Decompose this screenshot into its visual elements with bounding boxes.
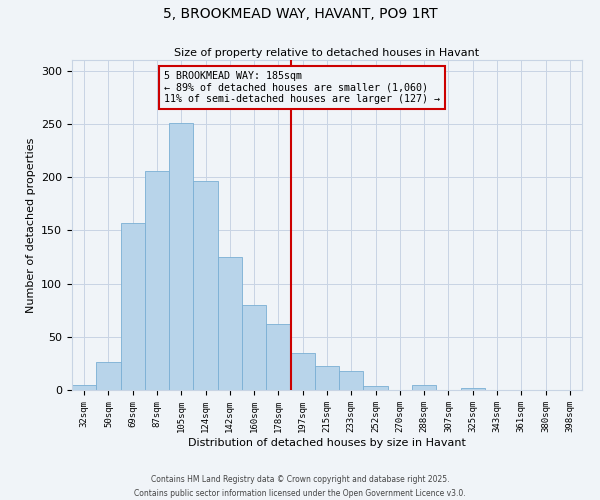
Bar	[315, 366, 339, 390]
Bar	[290, 352, 315, 390]
Text: 5 BROOKMEAD WAY: 185sqm
← 89% of detached houses are smaller (1,060)
11% of semi: 5 BROOKMEAD WAY: 185sqm ← 89% of detache…	[164, 70, 440, 104]
Y-axis label: Number of detached properties: Number of detached properties	[26, 138, 35, 312]
X-axis label: Distribution of detached houses by size in Havant: Distribution of detached houses by size …	[188, 438, 466, 448]
Title: Size of property relative to detached houses in Havant: Size of property relative to detached ho…	[175, 48, 479, 58]
Bar	[461, 388, 485, 390]
Bar	[193, 182, 218, 390]
Bar	[242, 305, 266, 390]
Bar	[72, 384, 96, 390]
Bar	[169, 123, 193, 390]
Bar	[364, 386, 388, 390]
Bar	[412, 384, 436, 390]
Bar	[266, 324, 290, 390]
Bar	[96, 362, 121, 390]
Bar	[145, 170, 169, 390]
Bar	[218, 257, 242, 390]
Text: Contains HM Land Registry data © Crown copyright and database right 2025.
Contai: Contains HM Land Registry data © Crown c…	[134, 476, 466, 498]
Bar	[121, 223, 145, 390]
Bar	[339, 371, 364, 390]
Text: 5, BROOKMEAD WAY, HAVANT, PO9 1RT: 5, BROOKMEAD WAY, HAVANT, PO9 1RT	[163, 8, 437, 22]
